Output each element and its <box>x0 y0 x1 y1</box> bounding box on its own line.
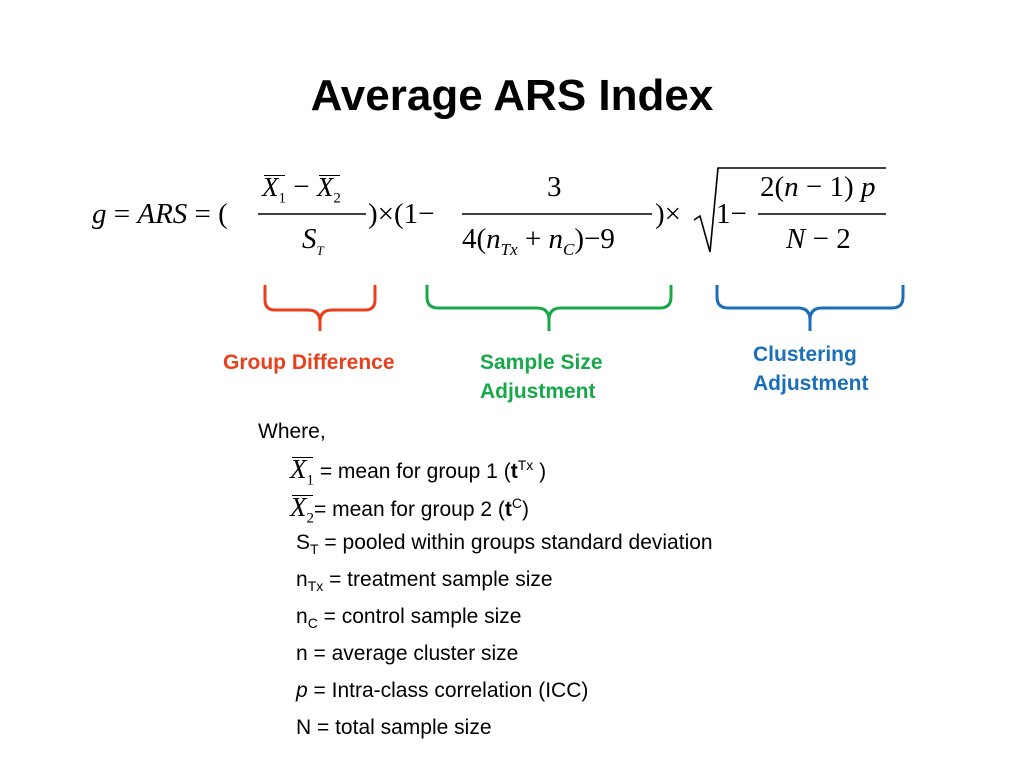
clustering-brace <box>715 285 905 331</box>
square-root-symbol <box>693 167 886 253</box>
def-nc: nC = control sample size <box>296 605 522 632</box>
cluster-one-minus: 1− <box>716 198 747 230</box>
group-diff-denominator: ST <box>302 223 324 258</box>
sample-numerator: 3 <box>547 171 562 203</box>
def-x2: X2= mean for group 2 (tC) <box>290 492 529 527</box>
group-difference-brace <box>263 285 377 331</box>
cluster-numerator: 2(n − 1) p <box>760 171 876 203</box>
group-difference-label: Group Difference <box>223 351 395 374</box>
def-ntx: nTx = treatment sample size <box>296 568 553 595</box>
sample-size-label: Sample Size Adjustment <box>480 351 603 403</box>
equation-times-one-minus: )×(1− <box>368 198 435 230</box>
def-st: ST = pooled within groups standard devia… <box>296 531 713 558</box>
def-x1: X1 = mean for group 1 (tTx ) <box>290 454 547 489</box>
def-p: p = Intra-class correlation (ICC) <box>296 679 589 702</box>
equation-times: )× <box>655 198 682 230</box>
slide-title: Average ARS Index <box>310 71 714 120</box>
clustering-label: Clustering Adjustment <box>753 343 869 395</box>
def-n: n = average cluster size <box>296 642 519 665</box>
def-big-n: N = total sample size <box>296 716 492 739</box>
x2-symbol: X2 <box>290 492 314 527</box>
sample-denominator: 4(nTx + nC)−9 <box>462 223 615 259</box>
equation-lhs: g = ARS = ( <box>92 198 228 230</box>
sample-size-brace <box>425 285 673 331</box>
x1-symbol: X1 <box>290 454 314 489</box>
group-diff-numerator: X1 − X2 <box>262 171 341 207</box>
cluster-denominator: N − 2 <box>786 223 851 255</box>
where-intro: Where, <box>258 420 326 443</box>
